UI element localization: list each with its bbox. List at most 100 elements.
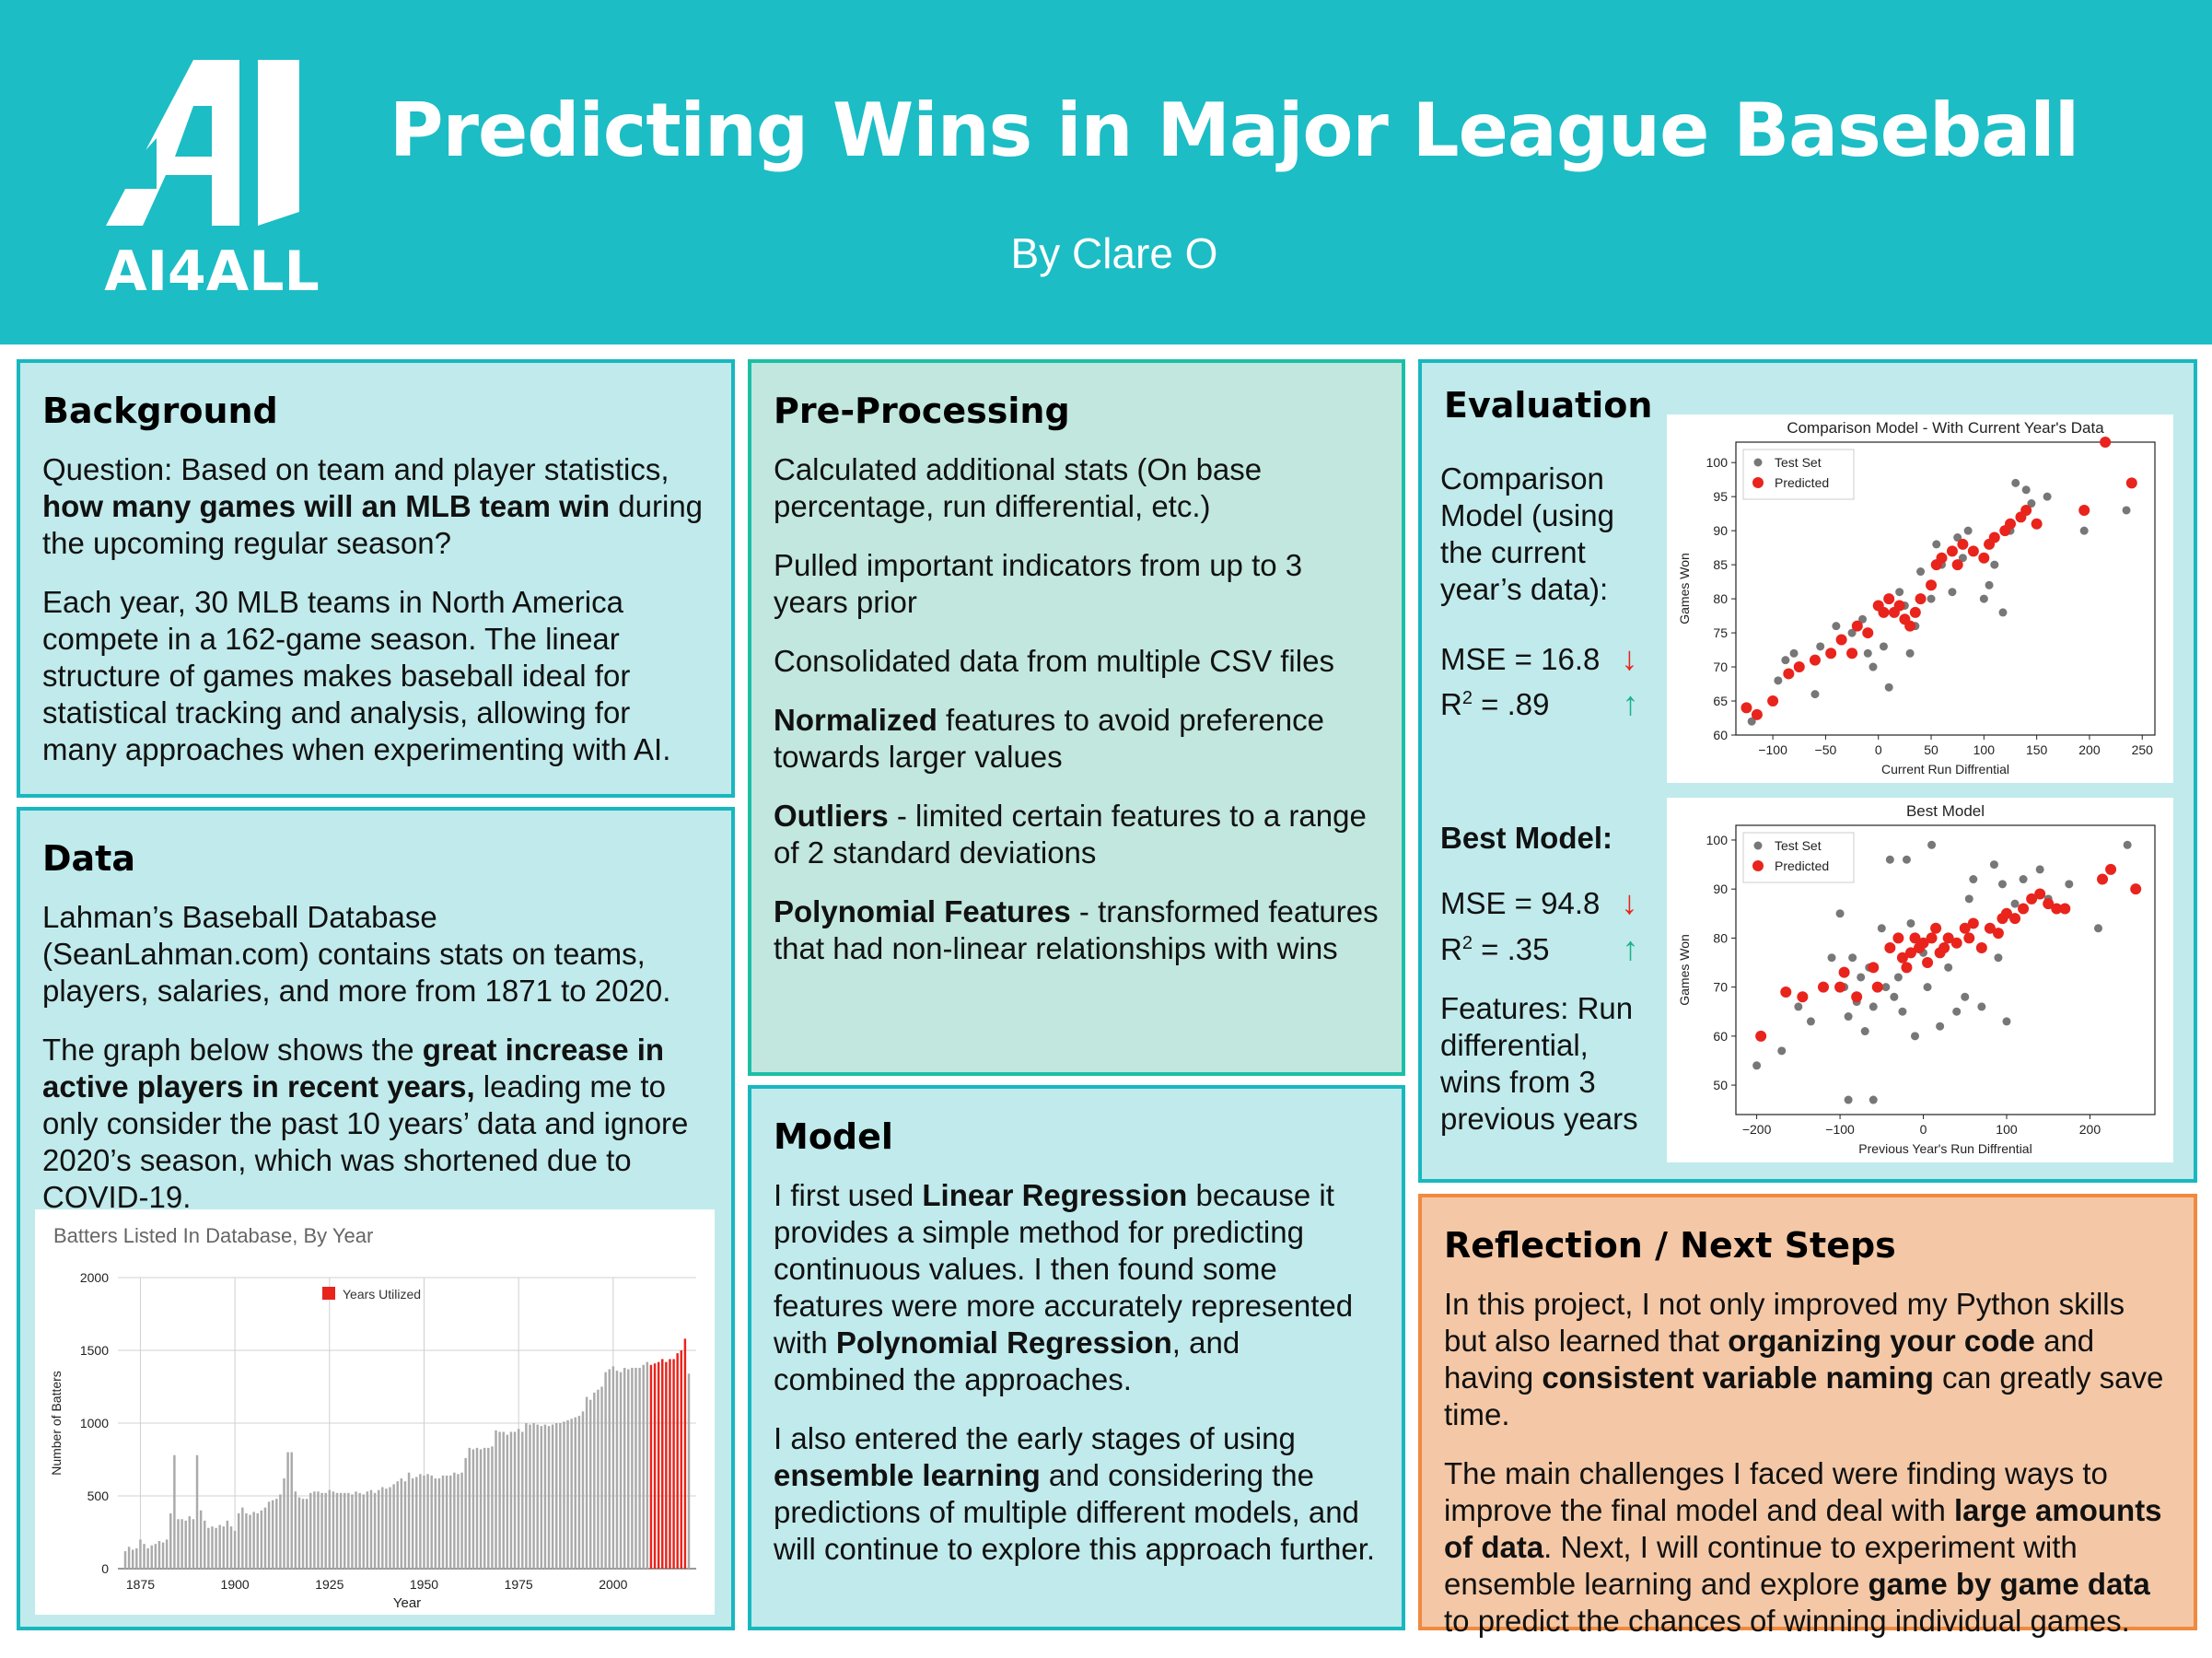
bar — [211, 1526, 214, 1569]
bar — [226, 1520, 229, 1569]
bar — [154, 1544, 157, 1569]
bar — [324, 1492, 327, 1569]
data-point — [1979, 594, 1988, 603]
bar — [229, 1526, 233, 1569]
data-point — [1922, 957, 1934, 969]
y-tick-label: 2000 — [80, 1270, 109, 1285]
data-point — [1909, 932, 1921, 944]
y-axis-label: Games Won — [1677, 553, 1692, 625]
bar — [665, 1361, 668, 1569]
bar — [301, 1499, 305, 1569]
data-point — [1851, 620, 1863, 632]
data-point — [1825, 648, 1837, 660]
bar — [366, 1491, 369, 1569]
bar — [532, 1423, 535, 1569]
background-question: Question: Based on team and player stati… — [42, 452, 704, 560]
bar — [146, 1547, 149, 1569]
data-point — [1896, 952, 1908, 963]
y-axis-label: Games Won — [1677, 934, 1692, 1006]
data-point — [1868, 962, 1880, 974]
data-point — [1851, 991, 1863, 1003]
best-model-label: Best Model: — [1440, 821, 1613, 855]
bar — [437, 1478, 441, 1569]
x-axis-label: Year — [393, 1595, 421, 1611]
bar — [597, 1389, 600, 1569]
data-point — [1794, 1002, 1803, 1011]
bar — [521, 1431, 524, 1569]
bar — [403, 1481, 407, 1569]
bar — [529, 1424, 531, 1569]
data-point — [1909, 606, 1921, 618]
data-point — [1797, 991, 1809, 1003]
data-point — [1869, 1002, 1878, 1011]
data-point — [2021, 485, 2031, 495]
bar — [411, 1478, 414, 1569]
data-point — [1806, 1017, 1815, 1026]
x-tick-label: 1875 — [126, 1577, 155, 1592]
data-point — [1975, 942, 1987, 954]
bar — [646, 1361, 649, 1569]
bar — [491, 1446, 494, 1569]
bar — [207, 1527, 210, 1569]
logo-text: AI4ALL — [104, 239, 320, 304]
bar — [123, 1551, 127, 1569]
bar — [653, 1363, 657, 1569]
data-point — [1988, 531, 2000, 543]
bar — [127, 1547, 131, 1569]
y-axis-label: Number of Batters — [49, 1371, 64, 1476]
model-paragraph-1: I first used Linear Regression because i… — [774, 1178, 1354, 1396]
data-point — [1992, 928, 2004, 940]
data-point — [2105, 863, 2117, 875]
bar — [396, 1481, 399, 1569]
bar — [260, 1510, 263, 1569]
y-tick-label: 100 — [1706, 833, 1729, 847]
bar — [551, 1424, 554, 1569]
bar — [536, 1424, 539, 1569]
legend-box — [1742, 449, 1855, 500]
data-point — [1989, 860, 1998, 870]
x-tick-label: 1975 — [505, 1577, 533, 1592]
data-point — [1858, 614, 1868, 624]
bar — [453, 1472, 456, 1569]
data-point — [1816, 642, 1825, 651]
data-point — [2065, 880, 2074, 889]
x-tick-label: 1950 — [410, 1577, 438, 1592]
data-point — [2020, 504, 2032, 516]
background-panel: Background Question: Based on team and p… — [17, 359, 735, 798]
data-point — [1917, 937, 1929, 949]
bar — [320, 1492, 323, 1569]
data-point — [1869, 1095, 1878, 1104]
bar — [150, 1545, 153, 1569]
bar — [139, 1539, 142, 1569]
bar — [335, 1492, 339, 1569]
data-point — [1869, 662, 1878, 671]
data-point — [2043, 492, 2052, 501]
x-tick-label: −50 — [1815, 742, 1837, 757]
bar — [389, 1487, 391, 1569]
x-axis-label: Current Run Diffrential — [1881, 762, 2009, 776]
chart-title: Comparison Model - With Current Year's D… — [1787, 419, 2104, 437]
data-point — [1938, 942, 1950, 954]
data-point — [2000, 907, 2012, 919]
bar — [687, 1373, 691, 1569]
reflection-panel: Reflection / Next Steps In this project,… — [1418, 1194, 2197, 1638]
data-point — [1752, 1061, 1762, 1070]
bar — [627, 1369, 630, 1569]
data-point — [1926, 932, 1938, 944]
preprocessing-item: Pulled important indicators from up to 3… — [774, 548, 1303, 619]
bar — [577, 1416, 581, 1569]
bar — [430, 1475, 433, 1569]
data-point — [2035, 865, 2044, 874]
legend-label: Test Set — [1775, 455, 1822, 470]
bar — [131, 1549, 134, 1569]
data-point — [2123, 840, 2132, 849]
data-point — [2010, 899, 2020, 908]
bar — [279, 1494, 282, 1569]
header-banner: AI4ALL Predicting Wins in Major League B… — [0, 0, 2212, 344]
arrow-up-icon: ↑ — [1622, 929, 1639, 967]
data-point — [1847, 628, 1857, 637]
data-point — [1923, 983, 1932, 992]
bar — [233, 1530, 237, 1569]
bar — [547, 1426, 551, 1569]
bar — [195, 1454, 199, 1569]
